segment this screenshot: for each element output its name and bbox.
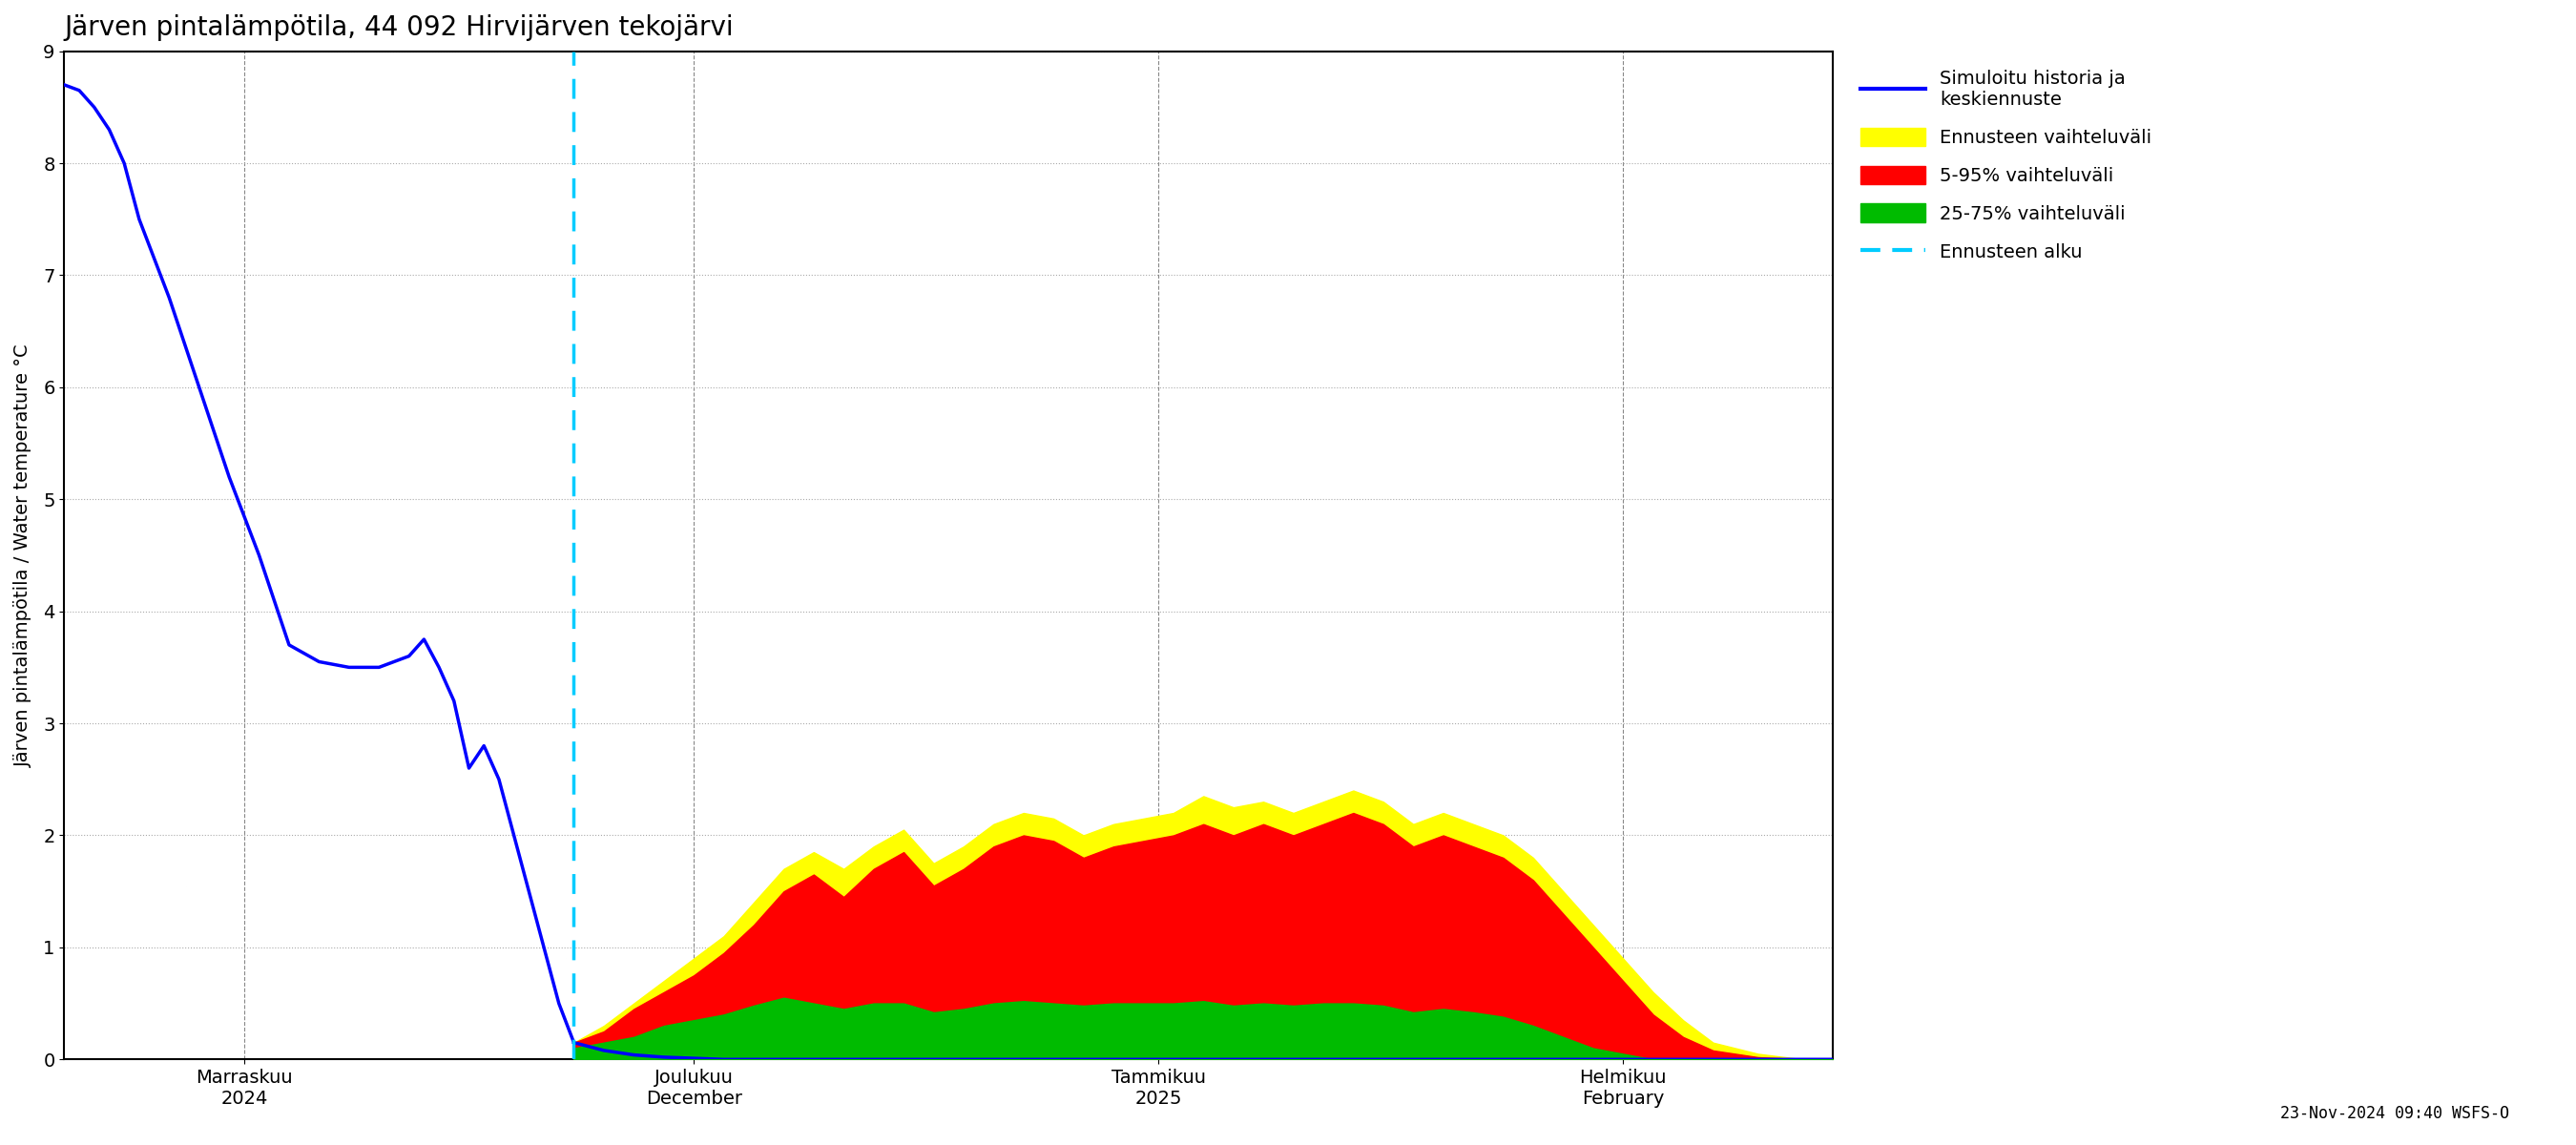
Legend: Simuloitu historia ja
keskiennuste, Ennusteen vaihteluväli, 5-95% vaihteluväli, : Simuloitu historia ja keskiennuste, Ennu… bbox=[1852, 61, 2161, 270]
Text: Järven pintalämpötila, 44 092 Hirvijärven tekojärvi: Järven pintalämpötila, 44 092 Hirvijärve… bbox=[64, 14, 734, 41]
Text: 23-Nov-2024 09:40 WSFS-O: 23-Nov-2024 09:40 WSFS-O bbox=[2280, 1105, 2509, 1122]
Y-axis label: Järven pintalämpötila / Water temperature °C: Järven pintalämpötila / Water temperatur… bbox=[15, 344, 33, 767]
